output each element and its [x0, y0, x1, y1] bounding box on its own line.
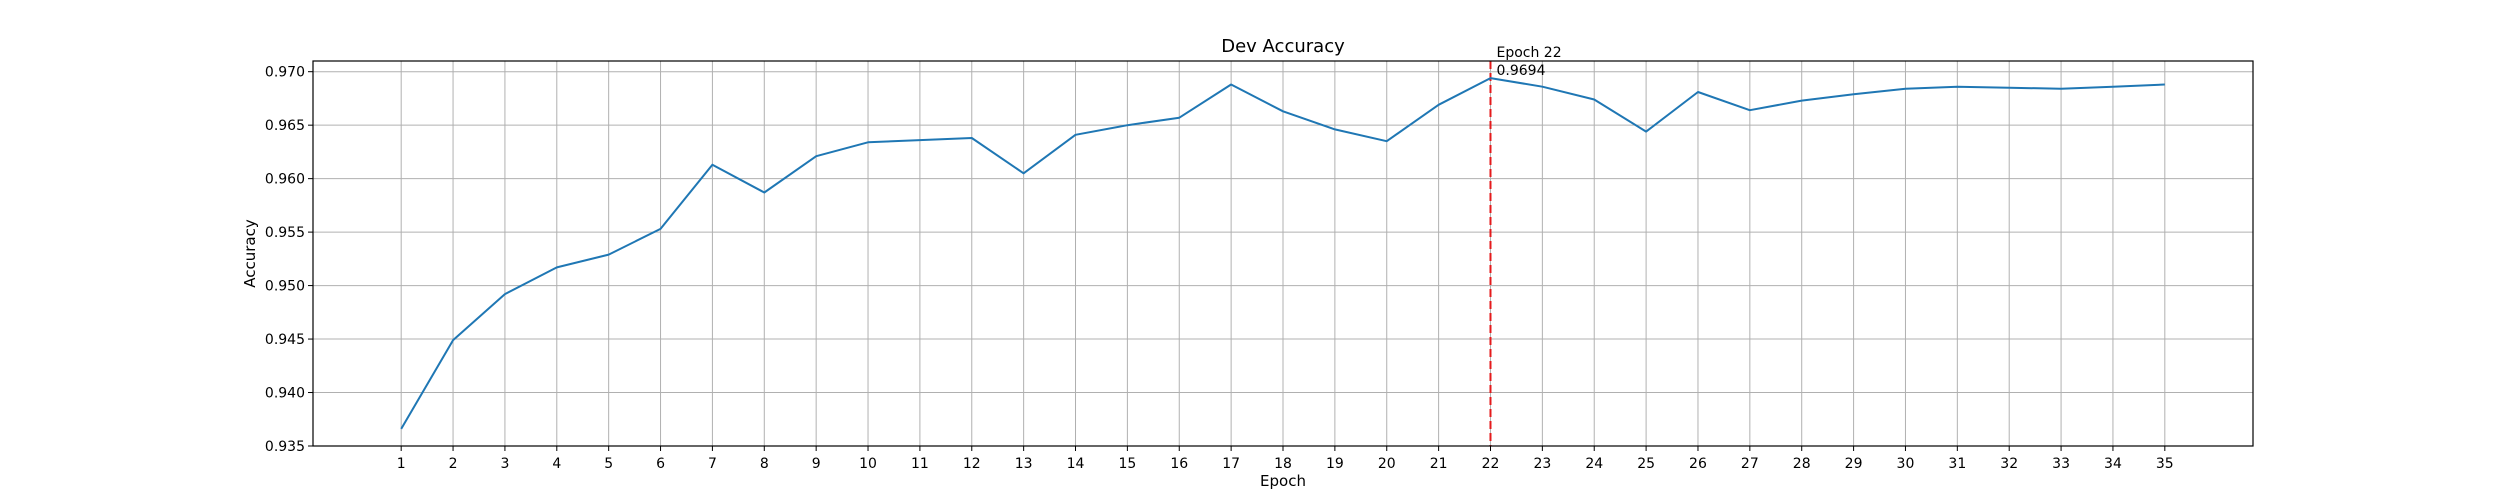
x-tick-label: 32	[2000, 456, 2018, 472]
grid	[313, 61, 2253, 447]
x-tick-label: 19	[1326, 456, 1344, 472]
x-axis-label: Epoch	[1260, 472, 1306, 490]
x-tick-label: 34	[2104, 456, 2122, 472]
x-tick-label: 3	[500, 456, 509, 472]
x-tick-label: 25	[1637, 456, 1655, 472]
y-tick-label: 0.965	[265, 118, 305, 134]
x-tick-label: 7	[708, 456, 717, 472]
chart-title: Dev Accuracy	[1221, 36, 1345, 57]
x-tick-label: 22	[1482, 456, 1500, 472]
x-tick-label: 27	[1741, 456, 1759, 472]
x-tick-label: 10	[859, 456, 877, 472]
best-epoch-annotation: Epoch 22 0.9694	[1496, 45, 1561, 79]
x-tick-label: 35	[2156, 456, 2174, 472]
x-tick-label: 6	[656, 456, 665, 472]
y-tick-label: 0.960	[265, 172, 305, 188]
annotation-value: 0.9694	[1496, 63, 1545, 79]
x-tick-label: 31	[1948, 456, 1966, 472]
x-tick-label: 1	[397, 456, 406, 472]
y-tick-label: 0.940	[265, 386, 305, 402]
x-tick-label: 23	[1533, 456, 1551, 472]
y-tick-label: 0.955	[265, 225, 305, 241]
x-tick-label: 33	[2052, 456, 2070, 472]
x-tick-label: 8	[760, 456, 769, 472]
annotation-epoch: Epoch 22	[1496, 45, 1561, 61]
x-tick-label: 26	[1689, 456, 1707, 472]
x-tick-label: 20	[1378, 456, 1396, 472]
accuracy-line	[400, 77, 2165, 430]
x-tick-label: 9	[812, 456, 821, 472]
x-tick-label: 28	[1793, 456, 1811, 472]
x-tick-label: 13	[1015, 456, 1033, 472]
x-tick-label: 17	[1222, 456, 1240, 472]
x-tick-label: 24	[1585, 456, 1603, 472]
x-tick-label: 11	[911, 456, 929, 472]
x-tick-label: 29	[1845, 456, 1863, 472]
x-tick-label: 18	[1274, 456, 1292, 472]
x-tick-label: 21	[1430, 456, 1448, 472]
y-tick-label: 0.950	[265, 279, 305, 295]
x-tick-label: 30	[1897, 456, 1915, 472]
y-tick-label: 0.945	[265, 332, 305, 348]
x-tick-label: 15	[1118, 456, 1136, 472]
x-tick-label: 16	[1170, 456, 1188, 472]
x-tick-label: 2	[449, 456, 458, 472]
y-axis-ticks: 0.935 0.940 0.945 0.950 0.955 0.960 0.965 0.970	[265, 65, 313, 455]
x-tick-label: 12	[963, 456, 981, 472]
x-tick-label: 4	[552, 456, 561, 472]
x-tick-label: 14	[1067, 456, 1085, 472]
x-tick-label: 5	[604, 456, 613, 472]
y-tick-label: 0.970	[265, 65, 305, 81]
x-axis-ticks: 1 2 3 4 5 6 7 8 9 10 11 12 13 14 15 16 17 18 19 20 21 22 23 24 2…	[397, 446, 2174, 472]
series	[400, 77, 2165, 430]
y-tick-label: 0.935	[265, 439, 305, 455]
y-axis-label: Accuracy	[241, 219, 259, 288]
